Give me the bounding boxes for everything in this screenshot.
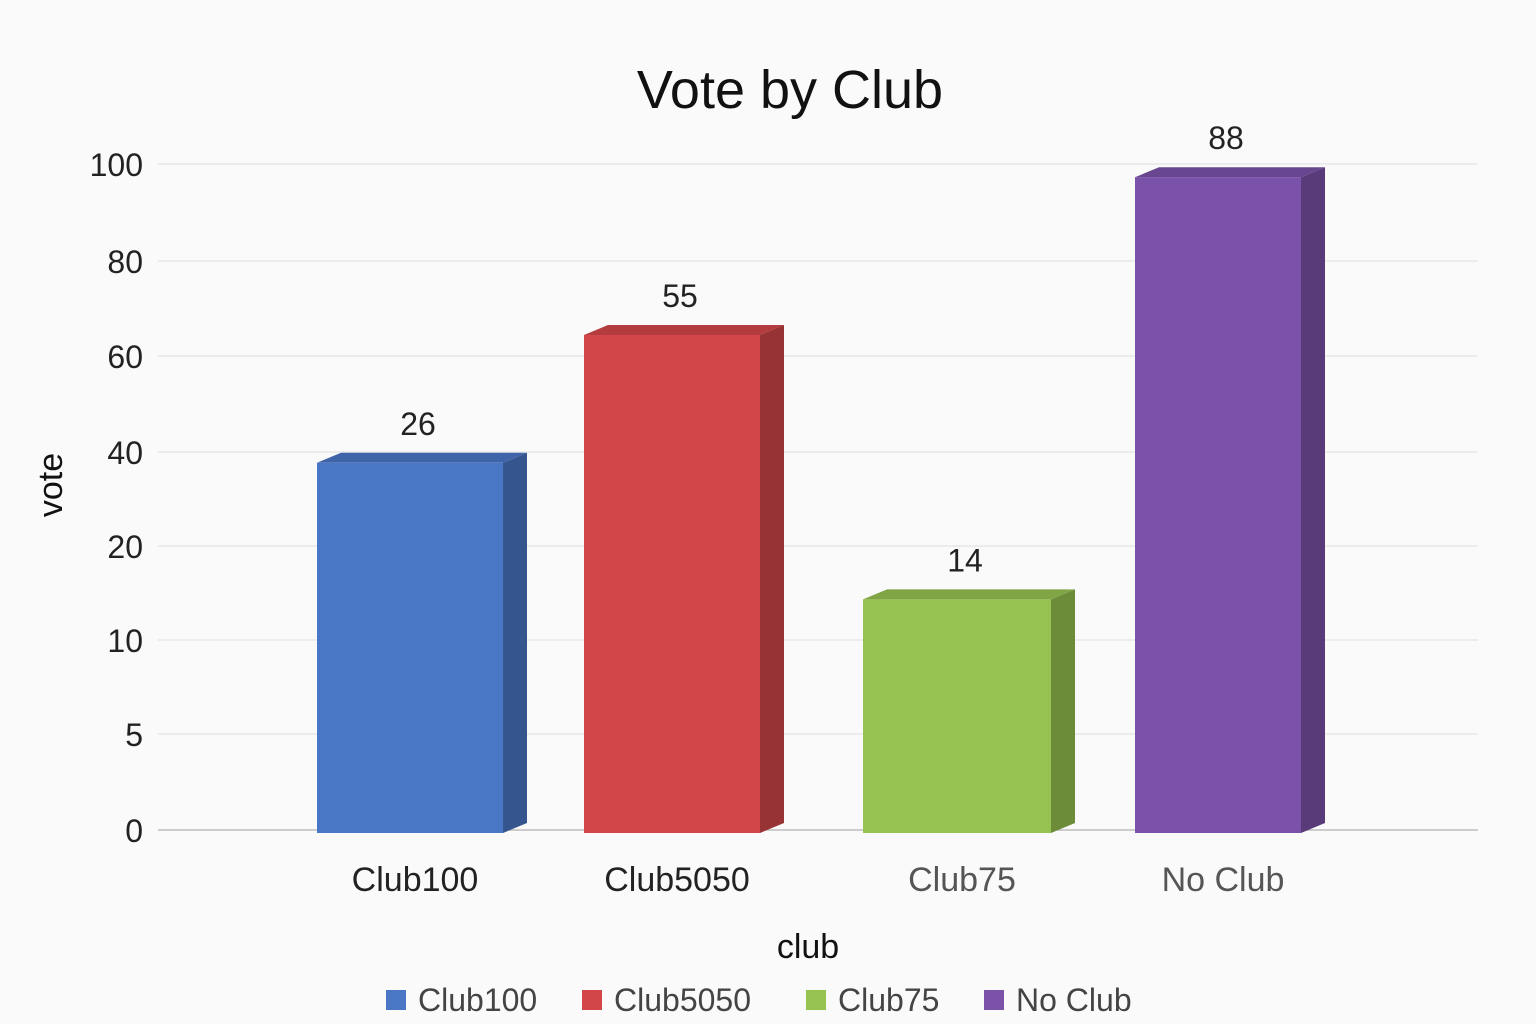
bar-side: [760, 325, 784, 833]
x-tick-label: Club75: [908, 861, 1016, 899]
bar-top: [584, 325, 784, 335]
y-tick-label: 10: [107, 623, 143, 659]
data-label: 14: [947, 542, 983, 578]
y-tick-label: 5: [125, 717, 143, 753]
x-tick-label: No Club: [1162, 861, 1285, 899]
data-labels: 26 55 14 88: [400, 120, 1244, 578]
legend-label: Club75: [838, 982, 939, 1018]
y-tick-label: 0: [125, 813, 143, 849]
y-axis-ticks: 0 5 10 20 40 60 80 100: [90, 147, 143, 849]
bar-club5050: [584, 325, 784, 833]
legend-swatch: [582, 990, 602, 1010]
x-axis-ticks: Club100 Club5050 Club75 No Club: [352, 861, 1285, 899]
bar-front: [1135, 177, 1301, 833]
y-tick-label: 40: [107, 435, 143, 471]
legend-swatch: [806, 990, 826, 1010]
chart-title: Vote by Club: [637, 60, 943, 120]
data-label: 88: [1208, 120, 1244, 156]
bar-side: [503, 452, 527, 833]
legend: Club100 Club5050 Club75 No Club: [386, 982, 1132, 1018]
legend-label: No Club: [1016, 982, 1132, 1018]
y-tick-label: 60: [107, 339, 143, 375]
y-tick-label: 80: [107, 244, 143, 280]
legend-label: Club5050: [614, 982, 751, 1018]
data-label: 55: [662, 278, 698, 314]
legend-item: No Club: [984, 982, 1132, 1018]
bar-front: [317, 462, 503, 833]
bar-club75: [863, 589, 1075, 833]
bar-top: [1135, 167, 1325, 178]
bar-side: [1051, 589, 1075, 833]
bar-side: [1301, 167, 1325, 833]
bar-no-club: [1135, 167, 1325, 833]
x-axis-label: club: [777, 928, 839, 966]
bars: [317, 167, 1325, 833]
legend-item: Club5050: [582, 982, 751, 1018]
y-tick-label: 100: [90, 147, 143, 183]
data-label: 26: [400, 406, 436, 442]
legend-swatch: [386, 990, 406, 1010]
legend-swatch: [984, 990, 1004, 1010]
legend-label: Club100: [418, 982, 537, 1018]
bar-top: [317, 452, 527, 463]
bar-front: [863, 599, 1051, 833]
y-tick-label: 20: [107, 529, 143, 565]
bar-top: [863, 589, 1075, 600]
legend-item: Club100: [386, 982, 537, 1018]
bar-front: [584, 335, 760, 833]
x-tick-label: Club100: [352, 861, 479, 899]
bar-club100: [317, 452, 527, 833]
x-tick-label: Club5050: [604, 861, 750, 899]
legend-item: Club75: [806, 982, 939, 1018]
y-axis-label: vote: [32, 453, 70, 517]
